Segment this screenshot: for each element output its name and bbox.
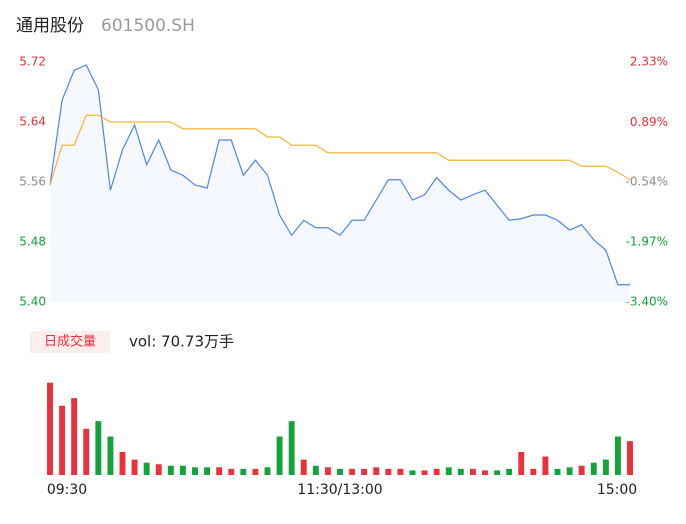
volume-bar — [131, 459, 138, 475]
volume-bar — [554, 468, 561, 475]
y2-tick-label: -1.97% — [626, 235, 668, 249]
stock-code: 601500.SH — [101, 16, 195, 36]
volume-bar — [264, 467, 271, 475]
volume-bar — [627, 441, 633, 475]
volume-bar — [469, 468, 476, 475]
volume-text: vol: 70.73万手 — [129, 333, 234, 351]
volume-bar — [445, 467, 452, 475]
volume-bar — [349, 468, 356, 475]
volume-bar — [119, 451, 126, 475]
volume-bar — [361, 468, 368, 475]
volume-bar — [373, 467, 380, 475]
volume-bar — [252, 468, 259, 475]
volume-bar — [337, 468, 343, 475]
y2-tick-label: -0.54% — [626, 175, 668, 189]
volume-bar — [167, 465, 174, 475]
volume-bar — [385, 468, 392, 475]
x-tick-label: 11:30/13:00 — [297, 482, 382, 498]
price-area — [50, 65, 630, 302]
volume-bar — [506, 468, 513, 475]
y-tick-label: 5.56 — [19, 175, 46, 189]
volume-bar — [457, 468, 464, 475]
volume-bar — [421, 470, 428, 475]
volume-bar — [204, 467, 211, 475]
volume-bar — [276, 436, 283, 475]
volume-bar — [107, 436, 114, 475]
volume-bar — [83, 428, 90, 475]
volume-bar — [312, 465, 319, 475]
price-line — [49, 64, 630, 286]
volume-bar — [179, 465, 186, 475]
volume-bar — [494, 470, 501, 475]
volume-bar — [602, 459, 609, 475]
y-tick-label: 5.64 — [19, 115, 46, 129]
volume-bar — [155, 464, 162, 475]
volume-bar — [566, 467, 573, 475]
volume-bar — [578, 465, 585, 475]
volume-bar — [542, 456, 549, 475]
x-tick-label: 09:30 — [47, 482, 87, 498]
x-tick-label: 15:00 — [597, 482, 637, 498]
y2-tick-label: -3.40% — [626, 295, 668, 309]
y-tick-label: 5.40 — [19, 295, 46, 309]
volume-bar — [518, 451, 525, 475]
stock-name: 通用股份 — [16, 16, 84, 36]
volume-bar — [59, 405, 66, 475]
volume-bar — [614, 436, 621, 475]
volume-bar — [530, 468, 537, 475]
volume-bar — [143, 462, 150, 475]
volume-bar — [482, 470, 488, 475]
y2-tick-label: 2.33% — [630, 55, 668, 69]
volume-label: 日成交量 — [44, 334, 96, 350]
volume-bar — [47, 382, 53, 475]
volume-label-bg — [30, 331, 110, 353]
volume-bar — [240, 468, 247, 475]
volume-bar — [228, 468, 235, 475]
volume-bar — [324, 467, 331, 475]
volume-bar — [397, 468, 404, 475]
volume-bar — [95, 421, 102, 475]
volume-bar — [216, 467, 223, 475]
volume-bar — [590, 462, 597, 475]
volume-bar — [433, 468, 440, 475]
volume-bar — [288, 421, 295, 475]
y-tick-label: 5.48 — [19, 235, 46, 249]
y-tick-label: 5.72 — [19, 55, 46, 69]
volume-bar — [300, 459, 307, 475]
volume-bar — [409, 470, 416, 475]
y2-tick-label: 0.89% — [630, 115, 668, 129]
average-line — [49, 114, 631, 186]
volume-bar — [71, 398, 78, 475]
volume-bar — [192, 467, 198, 475]
